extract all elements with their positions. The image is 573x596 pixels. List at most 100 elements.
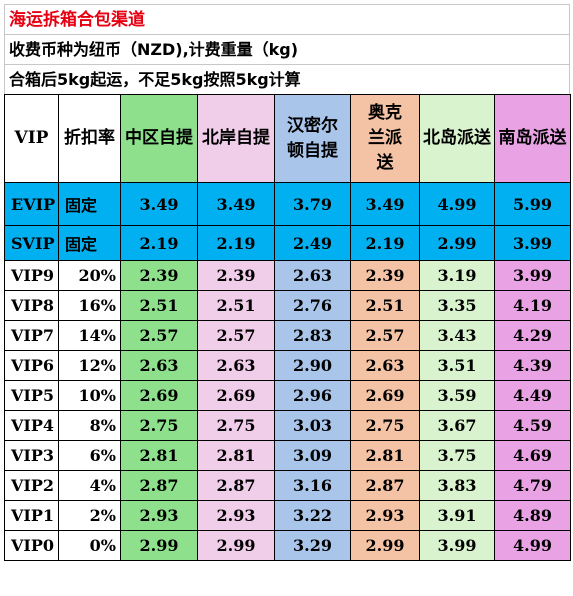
price-northshore-pickup: 2.81 (197, 440, 275, 471)
price-central-pickup: 2.81 (120, 440, 198, 471)
vip-level-cell: VIP8 (4, 290, 59, 321)
col-header-auckland-delivery: 奥克兰派送 (350, 94, 420, 183)
vip-level-cell: VIP1 (4, 500, 59, 531)
price-auckland-delivery: 2.39 (350, 260, 420, 291)
discount-cell: 14% (58, 320, 121, 351)
price-hamilton-pickup: 3.79 (274, 182, 351, 226)
price-south-island-delivery: 4.29 (494, 320, 571, 351)
vip-level-cell: VIP2 (4, 470, 59, 501)
tier-row: EVIP 固定 3.49 3.49 3.79 3.49 4.99 5.99 (4, 182, 571, 226)
price-hamilton-pickup: 3.09 (274, 440, 351, 471)
price-auckland-delivery: 2.87 (350, 470, 420, 501)
table-row: VIP5 10% 2.69 2.69 2.96 2.69 3.59 4.49 (4, 380, 571, 411)
price-hamilton-pickup: 2.90 (274, 350, 351, 381)
price-hamilton-pickup: 2.83 (274, 320, 351, 351)
price-central-pickup: 2.19 (120, 225, 198, 261)
table-row: VIP1 2% 2.93 2.93 3.22 2.93 3.91 4.89 (4, 500, 571, 531)
vip-level-cell: VIP9 (4, 260, 59, 291)
price-north-island-delivery: 3.35 (419, 290, 495, 321)
price-south-island-delivery: 4.89 (494, 500, 571, 531)
price-south-island-delivery: 3.99 (494, 260, 571, 291)
sheet-title: 海运拆箱合包渠道 (4, 4, 570, 34)
vip-level-cell: VIP3 (4, 440, 59, 471)
vip-level-cell: VIP7 (4, 320, 59, 351)
price-north-island-delivery: 3.91 (419, 500, 495, 531)
price-northshore-pickup: 2.69 (197, 380, 275, 411)
col-header-discount: 折扣率 (58, 94, 121, 183)
price-auckland-delivery: 2.75 (350, 410, 420, 441)
price-south-island-delivery: 5.99 (494, 182, 571, 226)
price-northshore-pickup: 2.63 (197, 350, 275, 381)
price-hamilton-pickup: 2.96 (274, 380, 351, 411)
discount-cell: 16% (58, 290, 121, 321)
vip-level-cell: VIP5 (4, 380, 59, 411)
vip-level-cell: VIP0 (4, 530, 59, 561)
price-south-island-delivery: 4.59 (494, 410, 571, 441)
price-north-island-delivery: 3.75 (419, 440, 495, 471)
discount-cell: 12% (58, 350, 121, 381)
col-header-north-island-delivery: 北岛派送 (419, 94, 495, 183)
price-hamilton-pickup: 2.63 (274, 260, 351, 291)
price-north-island-delivery: 3.67 (419, 410, 495, 441)
price-northshore-pickup: 2.87 (197, 470, 275, 501)
price-northshore-pickup: 2.19 (197, 225, 275, 261)
price-auckland-delivery: 2.93 (350, 500, 420, 531)
price-south-island-delivery: 4.69 (494, 440, 571, 471)
price-auckland-delivery: 2.51 (350, 290, 420, 321)
price-south-island-delivery: 4.79 (494, 470, 571, 501)
col-header-south-island-delivery: 南岛派送 (494, 94, 571, 183)
price-south-island-delivery: 3.99 (494, 225, 571, 261)
table-row: VIP8 16% 2.51 2.51 2.76 2.51 3.35 4.19 (4, 290, 571, 321)
col-header-central-pickup: 中区自提 (120, 94, 198, 183)
price-central-pickup: 2.63 (120, 350, 198, 381)
price-sheet: 海运拆箱合包渠道 收费币种为纽币（NZD),计费重量（kg) 合箱后5kg起运，… (4, 4, 571, 561)
table-row: VIP2 4% 2.87 2.87 3.16 2.87 3.83 4.79 (4, 470, 571, 501)
price-north-island-delivery: 3.19 (419, 260, 495, 291)
price-auckland-delivery: 2.81 (350, 440, 420, 471)
price-north-island-delivery: 3.59 (419, 380, 495, 411)
price-hamilton-pickup: 3.16 (274, 470, 351, 501)
price-auckland-delivery: 2.69 (350, 380, 420, 411)
table-row: VIP0 0% 2.99 2.99 3.29 2.99 3.99 4.99 (4, 530, 571, 561)
vip-level-cell: VIP6 (4, 350, 59, 381)
table-row: VIP9 20% 2.39 2.39 2.63 2.39 3.19 3.99 (4, 260, 571, 291)
price-central-pickup: 2.87 (120, 470, 198, 501)
discount-cell: 8% (58, 410, 121, 441)
price-north-island-delivery: 2.99 (419, 225, 495, 261)
price-central-pickup: 2.51 (120, 290, 198, 321)
price-hamilton-pickup: 2.76 (274, 290, 351, 321)
price-northshore-pickup: 2.51 (197, 290, 275, 321)
table-row: VIP6 12% 2.63 2.63 2.90 2.63 3.51 4.39 (4, 350, 571, 381)
discount-cell: 2% (58, 500, 121, 531)
col-header-hamilton-pickup: 汉密尔顿自提 (274, 94, 351, 183)
discount-cell: 固定 (58, 182, 121, 226)
price-central-pickup: 2.75 (120, 410, 198, 441)
price-auckland-delivery: 3.49 (350, 182, 420, 226)
price-central-pickup: 2.39 (120, 260, 198, 291)
vip-level-cell: SVIP (4, 225, 59, 261)
header-row: VIP 折扣率 中区自提 北岸自提 汉密尔顿自提 奥克兰派送 北岛派送 南岛派送 (4, 94, 571, 183)
price-auckland-delivery: 2.63 (350, 350, 420, 381)
price-central-pickup: 2.93 (120, 500, 198, 531)
price-auckland-delivery: 2.19 (350, 225, 420, 261)
price-auckland-delivery: 2.57 (350, 320, 420, 351)
price-central-pickup: 3.49 (120, 182, 198, 226)
price-northshore-pickup: 2.93 (197, 500, 275, 531)
discount-cell: 4% (58, 470, 121, 501)
price-north-island-delivery: 3.83 (419, 470, 495, 501)
price-north-island-delivery: 3.99 (419, 530, 495, 561)
price-hamilton-pickup: 3.03 (274, 410, 351, 441)
price-north-island-delivery: 4.99 (419, 182, 495, 226)
price-northshore-pickup: 2.57 (197, 320, 275, 351)
discount-cell: 0% (58, 530, 121, 561)
price-northshore-pickup: 3.49 (197, 182, 275, 226)
price-south-island-delivery: 4.19 (494, 290, 571, 321)
price-northshore-pickup: 2.99 (197, 530, 275, 561)
price-table: VIP 折扣率 中区自提 北岸自提 汉密尔顿自提 奥克兰派送 北岛派送 南岛派送… (4, 94, 571, 561)
discount-cell: 10% (58, 380, 121, 411)
col-header-vip: VIP (4, 94, 59, 183)
table-row: VIP7 14% 2.57 2.57 2.83 2.57 3.43 4.29 (4, 320, 571, 351)
tier-row: SVIP 固定 2.19 2.19 2.49 2.19 2.99 3.99 (4, 225, 571, 261)
currency-note: 收费币种为纽币（NZD),计费重量（kg) (4, 34, 570, 64)
price-northshore-pickup: 2.39 (197, 260, 275, 291)
